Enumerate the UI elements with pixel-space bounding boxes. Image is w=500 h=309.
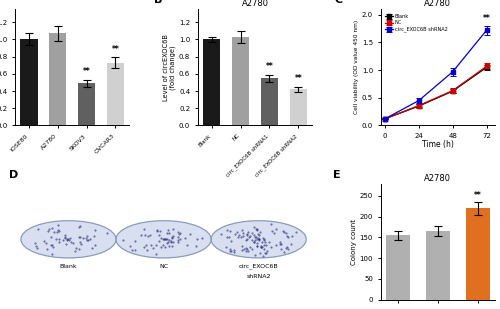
Text: shRNA2: shRNA2 (246, 274, 271, 279)
Bar (232, 37, 249, 125)
Text: Blank: Blank (60, 264, 78, 269)
Circle shape (116, 221, 211, 258)
Bar (386, 235, 410, 300)
Bar (107, 63, 124, 125)
Bar (78, 83, 95, 125)
Text: C: C (335, 0, 343, 6)
Text: circ_EXOC6B: circ_EXOC6B (239, 264, 279, 269)
Text: **: ** (266, 62, 274, 71)
Text: **: ** (482, 14, 490, 23)
Circle shape (21, 221, 116, 258)
Bar (466, 209, 490, 300)
Text: **: ** (82, 67, 90, 76)
Title: A2780: A2780 (424, 0, 452, 8)
Legend: Blank, NC, circ_EXOC6B shRNA2: Blank, NC, circ_EXOC6B shRNA2 (383, 12, 450, 35)
Y-axis label: Colony count: Colony count (351, 219, 357, 265)
Bar (261, 78, 278, 125)
Title: A2780: A2780 (242, 0, 268, 8)
Bar (20, 39, 38, 125)
Y-axis label: Cell viability (OD value 450 nm): Cell viability (OD value 450 nm) (354, 20, 359, 115)
Bar (290, 89, 307, 125)
Text: **: ** (294, 74, 302, 83)
Text: B: B (154, 0, 163, 6)
Title: A2780: A2780 (424, 174, 452, 183)
Text: **: ** (112, 45, 120, 54)
Text: D: D (9, 170, 18, 180)
Bar (49, 33, 66, 125)
Bar (426, 231, 450, 300)
Circle shape (211, 221, 306, 258)
Text: NC: NC (159, 264, 168, 269)
Y-axis label: Level of circEXOC6B
(fold change): Level of circEXOC6B (fold change) (162, 34, 176, 101)
Bar (203, 39, 220, 125)
X-axis label: Time (h): Time (h) (422, 141, 454, 150)
Text: E: E (332, 170, 340, 180)
Text: **: ** (474, 191, 482, 200)
